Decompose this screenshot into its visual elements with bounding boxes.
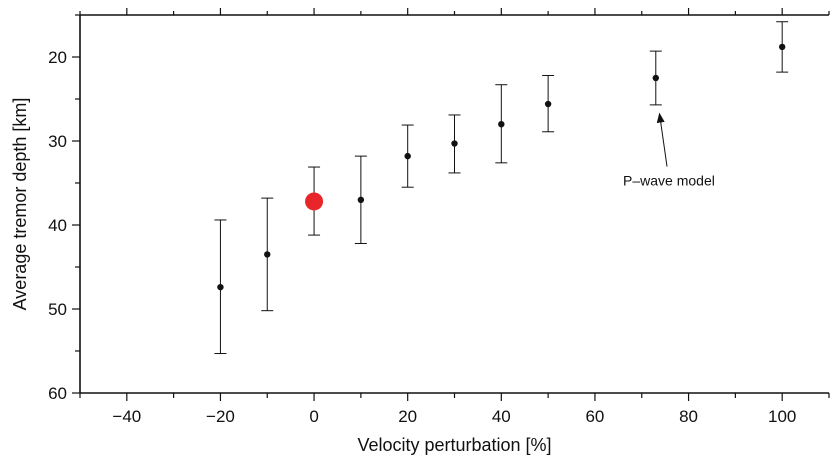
x-axis-title: Velocity perturbation [%] (357, 435, 551, 455)
y-tick-label: 20 (48, 48, 67, 67)
data-point (404, 152, 411, 160)
x-tick-label: 0 (309, 407, 318, 426)
data-point (357, 196, 365, 203)
y-tick-label: 40 (48, 216, 67, 235)
data-point (451, 140, 458, 147)
x-tick-label: −20 (206, 407, 235, 426)
y-tick-label: 50 (48, 300, 67, 319)
y-tick-label: 30 (48, 132, 67, 151)
x-axis: −40 −20 0 20 40 60 80 100 (79, 8, 830, 426)
plot-frame (79, 14, 829, 394)
y-tick-label: 60 (48, 384, 67, 403)
data-point (652, 74, 659, 82)
annotation-label: P–wave model (623, 173, 715, 189)
y-axis: 20 30 40 50 60 (48, 14, 80, 403)
annotation-arrow (656, 112, 668, 167)
annotations: P–wave model (623, 112, 715, 189)
y-axis-title: Average tremor depth [km] (10, 98, 30, 311)
reference-point (305, 192, 324, 211)
x-tick-label: 60 (585, 407, 604, 426)
x-tick-label: 80 (679, 407, 698, 426)
data-point (778, 43, 786, 51)
x-tick-label: 20 (398, 407, 417, 426)
data-points (217, 43, 786, 291)
x-tick-label: −40 (112, 407, 141, 426)
data-point (217, 283, 224, 291)
data-point (544, 100, 552, 108)
data-point (498, 121, 505, 128)
data-point (264, 251, 271, 258)
x-tick-label: 40 (492, 407, 511, 426)
x-tick-label: 100 (768, 407, 796, 426)
